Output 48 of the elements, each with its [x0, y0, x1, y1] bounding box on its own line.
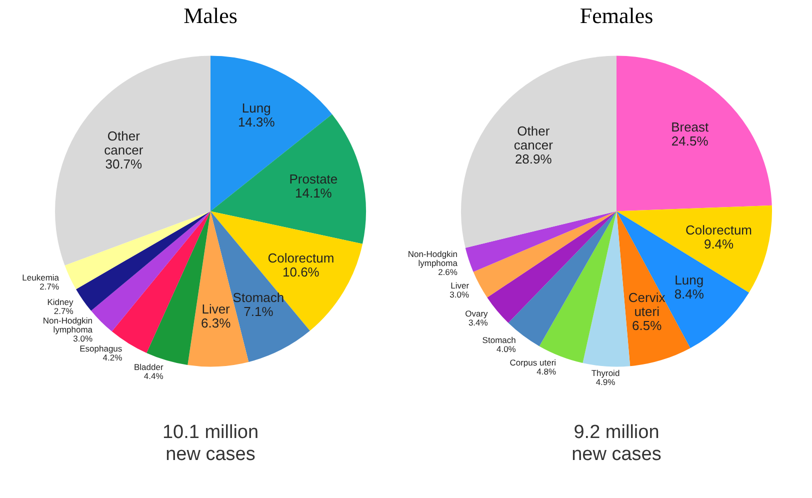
slice-label: Bladder	[134, 362, 164, 372]
data-label: 30.7%	[105, 156, 143, 172]
slice-label: Lung	[242, 100, 271, 116]
slice-label: Thyroid	[591, 368, 620, 378]
chart-title: Males	[184, 2, 238, 28]
data-label: 4.0%	[496, 344, 516, 354]
slice-label: Ovary	[465, 308, 489, 318]
slice-label: Other cancer	[514, 123, 554, 152]
slice-label: Stomach	[232, 290, 284, 306]
data-label: 8.4%	[674, 286, 704, 302]
text: 10.1 million new cases	[162, 422, 259, 466]
data-label: 24.5%	[671, 134, 709, 149]
slice-label: Liver	[202, 301, 231, 316]
slice-label: Corpus uteri	[510, 357, 556, 368]
data-label: 14.1%	[295, 186, 332, 201]
data-label: 2.7%	[40, 282, 60, 292]
slice-label: Lung	[674, 272, 704, 288]
slice-label: Cervix uteri	[628, 290, 666, 320]
slice-label: Non-Hodgkin lymphoma	[42, 315, 93, 334]
data-label: 7.1%	[244, 304, 274, 320]
slice-label: Prostate	[289, 172, 338, 187]
text: 9.2 million new cases	[572, 422, 662, 466]
slice-label: Leukemia	[22, 272, 60, 283]
slice-label: Esophagus	[80, 343, 122, 354]
data-label: 6.3%	[200, 315, 232, 330]
data-label: 3.0%	[73, 333, 93, 344]
slice-label: Kidney	[47, 297, 74, 308]
data-label: 28.9%	[514, 151, 552, 166]
data-label: 4.9%	[596, 377, 616, 388]
slice-label: Colorectum	[686, 222, 752, 238]
chart-title: Females	[580, 2, 654, 28]
data-label: 4.8%	[536, 366, 556, 376]
slice-label: Stomach	[482, 334, 516, 345]
data-label: 3.4%	[468, 317, 488, 328]
data-label: 4.2%	[102, 352, 123, 362]
data-label: 2.6%	[438, 267, 458, 278]
data-label: 14.3%	[238, 114, 276, 130]
slice-label: Other cancer	[104, 128, 144, 158]
data-label: 10.6%	[282, 264, 320, 280]
data-label: 2.7%	[54, 306, 74, 316]
data-label: 4.4%	[144, 370, 164, 381]
slice-label: Colorectum	[268, 250, 334, 266]
slice-label: Liver	[450, 280, 470, 291]
data-label: 6.5%	[632, 318, 662, 334]
slice-label: Breast	[671, 120, 710, 135]
data-label: 9.4%	[704, 236, 734, 252]
slice-label: Non-Hodgkin lymphoma	[408, 249, 458, 268]
data-label: 3.0%	[450, 290, 470, 300]
